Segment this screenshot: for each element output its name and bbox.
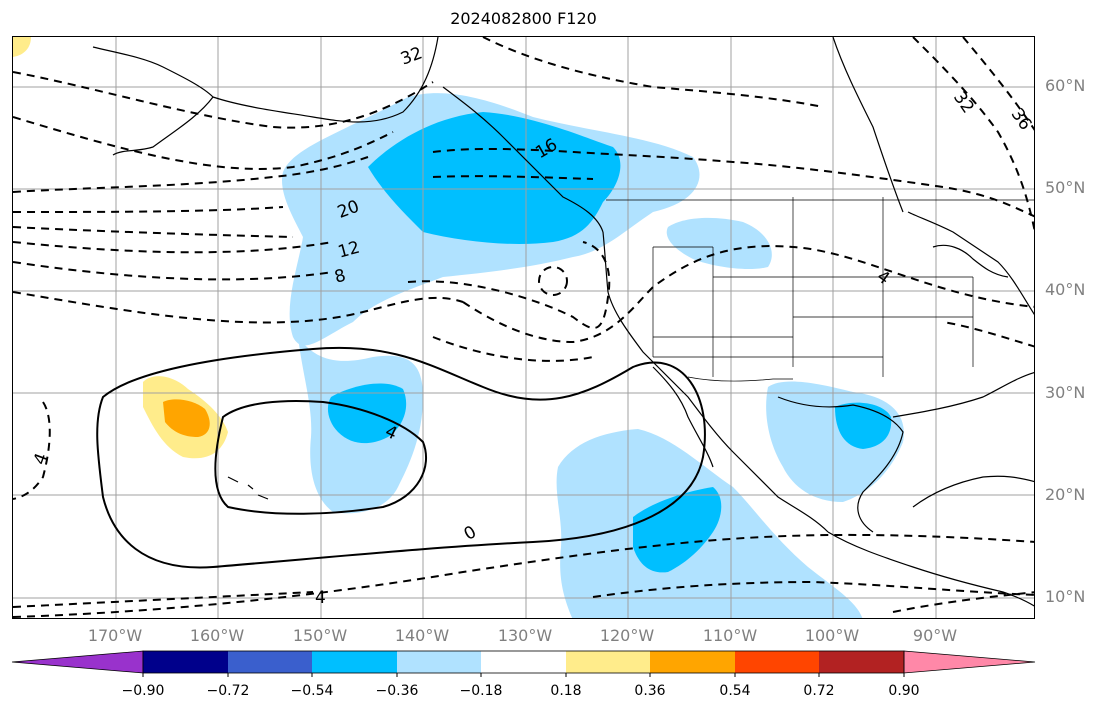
lat-label-30n: 30°N [1045,383,1086,402]
lat-label-50n: 50°N [1045,178,1086,197]
lon-label-100w: 100°W [804,626,860,645]
contour-label-8: 8 [332,266,348,288]
lon-label-110w: 110°W [702,626,758,645]
graticule [13,37,1034,618]
lat-label-20n: 20°N [1045,485,1086,504]
colorbar-segment [819,651,904,673]
contour-label-4-east: 4 [873,267,893,290]
contour-label-4-south: 4 [315,588,326,608]
contour-label-0: 0 [461,522,480,545]
colorbar-segment [228,651,312,673]
colorbar-segment [11,650,144,674]
colorbar-segment [735,651,819,673]
colorbar-segment [143,651,228,673]
shade-orange-west [163,399,210,437]
colorbar-tick-label: 0.36 [634,683,666,699]
map-panel: 32 16 20 12 8 4 4 0 4 32 36 4 [12,36,1035,619]
map-svg: 32 16 20 12 8 4 4 0 4 32 36 4 [13,37,1035,618]
colorbar-tick-label: −0.18 [459,683,503,699]
colorbar-tick-label: −0.36 [375,683,419,699]
colorbar-tick-label: −0.72 [206,683,250,699]
lat-label-60n: 60°N [1045,76,1086,95]
chart-title: 2024082800 F120 [450,9,597,28]
contour-label-32-b: 32 [949,88,978,117]
colorbar-segment [312,651,397,673]
colorbar-tick-label: 0.18 [550,683,582,699]
colorbar-segment [397,651,481,673]
lon-label-120w: 120°W [599,626,655,645]
colorbar-segment [481,651,566,673]
contours-dashed [13,37,1034,618]
colorbar-tick-label: 0.72 [803,683,835,699]
contour-label-36: 36 [1007,105,1035,134]
coastlines [92,37,1034,607]
shading-layer [13,37,904,618]
colorbar-tick-label: 0.54 [719,683,751,699]
lat-label-40n: 40°N [1045,280,1086,299]
lon-label-150w: 150°W [292,626,348,645]
shade-blue-mid [327,383,407,444]
lon-label-130w: 130°W [497,626,553,645]
colorbar-tick-label: −0.90 [121,683,165,699]
political-borders [606,197,1034,382]
colorbar-tick-label: 0.90 [888,683,920,699]
lon-label-160w: 160°W [189,626,245,645]
lon-label-90w: 90°W [912,626,958,645]
colorbar [11,650,1036,677]
contours-solid [96,346,706,569]
shade-blue-epac [633,487,722,573]
lon-label-140w: 140°W [394,626,450,645]
shade-blue-gulf [835,402,892,449]
shade-yellow-corner [13,37,31,57]
shade-blue-north [368,112,621,244]
lat-label-10n: 10°N [1045,587,1086,606]
colorbar-outline [142,650,905,674]
colorbar-segment [650,651,735,673]
colorbar-segment [903,650,1036,674]
shade-lightblue-us [666,217,772,270]
colorbar-tick-label: −0.54 [290,683,334,699]
contour-label-32-a: 32 [398,43,425,69]
colorbar-segment [566,651,650,673]
contour-label-4-west: 4 [30,451,52,468]
lon-label-170w: 170°W [87,626,143,645]
